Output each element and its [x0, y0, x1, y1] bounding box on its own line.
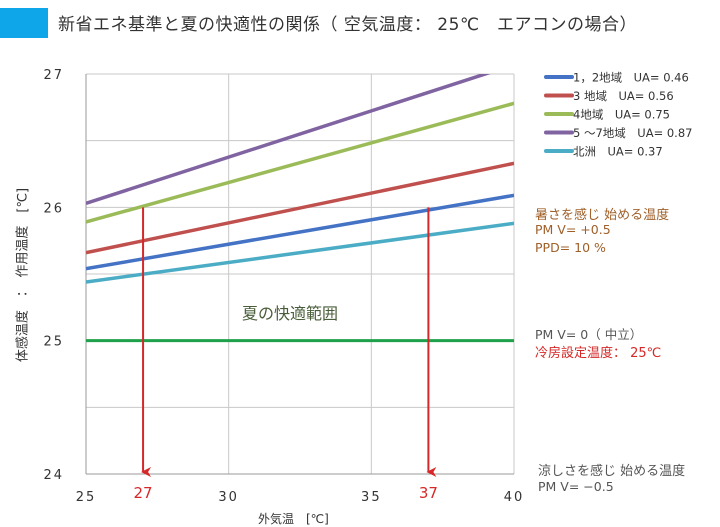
legend-label-2: 4地域 UA= 0.75 [573, 108, 670, 122]
y-tick-label: 27 [43, 68, 64, 83]
y-tick-label: 25 [43, 335, 64, 350]
neutral-pmv: PM V= 0（ 中立） [535, 327, 643, 342]
page-title: 新省エネ基準と夏の快適性の関係（ 空気温度： 25℃ エアコンの場合） [58, 15, 638, 35]
series-line-2 [86, 101, 514, 224]
arrow-label-27: 27 [134, 484, 153, 502]
header-accent-block [0, 8, 48, 38]
region-label: 夏の快適範囲 [242, 304, 339, 323]
arrow-label-37: 37 [419, 484, 438, 502]
y-axis-label: 体感温度 ： 作用温度 [℃] [15, 187, 31, 363]
legend-label-1: 3 地域 UA= 0.56 [573, 89, 674, 103]
x-tick-label: 35 [361, 490, 382, 505]
x-axis-label: 外気温 [℃] [258, 512, 329, 526]
series-line-4 [86, 221, 514, 284]
x-tick-label: 40 [504, 490, 525, 505]
cool-pmv: PM V= −0.5 [538, 479, 614, 494]
x-tick-label: 30 [218, 490, 239, 505]
legend-label-4: 北洲 UA= 0.37 [573, 145, 663, 159]
series-line-1 [86, 161, 514, 255]
legend-label-3: 5 ～7地域 UA= 0.87 [573, 126, 692, 140]
y-tick-label: 26 [43, 201, 64, 216]
cool-title: 涼しさを感じ 始める温度 [538, 464, 686, 479]
hot-ppd: PPD= 10 % [535, 240, 606, 255]
hot-title: 暑さを感じ 始める温度 [535, 208, 670, 223]
hot-pmv: PM V= +0.5 [535, 222, 611, 237]
setting-temp: 冷房設定温度： 25℃ [535, 346, 662, 361]
series-line-3 [86, 74, 491, 205]
series-line-0 [86, 193, 514, 271]
x-tick-label: 25 [76, 490, 97, 505]
y-tick-label: 24 [43, 468, 64, 483]
legend-label-0: 1，2地域 UA= 0.46 [573, 71, 689, 85]
